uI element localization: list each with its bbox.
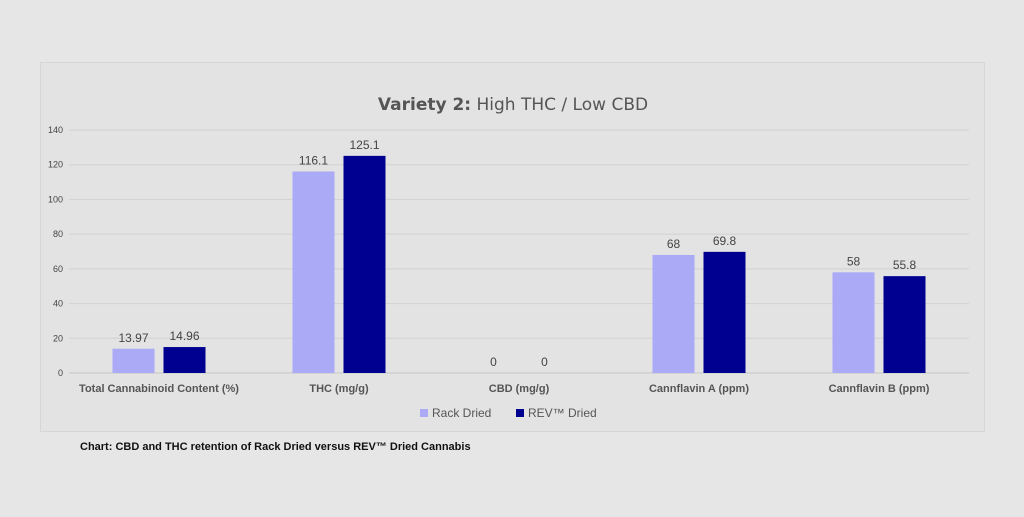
bar-chart: Variety 2: High THC / Low CBD 0 20 40 60 80 10… — [48, 95, 969, 420]
x-category-label-0: Total Cannabinoid Content (%) — [79, 383, 239, 395]
bar-rev-dried-3 — [703, 251, 746, 373]
x-category-label-2: CBD (mg/g) — [489, 383, 550, 395]
legend-swatch-rack-dried — [420, 409, 428, 417]
legend-label-rack-dried: Rack Dried — [432, 406, 491, 420]
data-label-rev-dried-1: 125.1 — [349, 138, 379, 152]
y-tick-label-40: 40 — [53, 299, 63, 309]
y-tick-label-0: 0 — [58, 368, 63, 378]
data-label-rev-dried-0: 14.96 — [169, 329, 199, 343]
y-tick-label-20: 20 — [53, 333, 63, 343]
chart-title-rest: High THC / Low CBD — [471, 95, 648, 115]
data-label-rack-dried-4: 58 — [847, 254, 861, 268]
bar-rev-dried-4 — [883, 276, 926, 373]
x-category-label-4: Cannflavin B (ppm) — [829, 383, 930, 395]
bar-rack-dried-3 — [652, 254, 695, 373]
chart-title: Variety 2: High THC / Low CBD — [378, 95, 648, 115]
data-label-rev-dried-2: 0 — [541, 355, 548, 369]
data-label-rack-dried-1: 116.1 — [299, 153, 328, 167]
chart-title-bold: Variety 2: — [378, 95, 471, 115]
data-label-rack-dried-2: 0 — [490, 355, 497, 369]
bar-rev-dried-0 — [163, 347, 206, 373]
chart-caption: Chart: CBD and THC retention of Rack Dri… — [80, 441, 471, 453]
y-tick-label-60: 60 — [53, 264, 63, 274]
data-label-rack-dried-3: 68 — [667, 237, 681, 251]
bar-rack-dried-1 — [292, 171, 335, 373]
legend-swatch-rev-dried — [516, 409, 524, 417]
data-label-rack-dried-0: 13.97 — [118, 331, 148, 345]
bar-rev-dried-1 — [343, 155, 386, 373]
y-tick-label-100: 100 — [48, 194, 63, 204]
y-tick-label-140: 140 — [48, 125, 63, 135]
x-category-label-1: THC (mg/g) — [309, 383, 369, 395]
bar-rack-dried-4 — [832, 272, 875, 373]
data-label-rev-dried-3: 69.8 — [713, 234, 737, 248]
legend-label-rev-dried: REV™ Dried — [528, 406, 597, 420]
y-tick-label-120: 120 — [48, 160, 63, 170]
bar-rack-dried-0 — [112, 348, 155, 373]
x-category-label-3: Cannflavin A (ppm) — [649, 383, 749, 395]
chart-panel: Variety 2: High THC / Low CBD 0 20 40 60 80 10… — [40, 62, 985, 432]
y-tick-label-80: 80 — [53, 229, 63, 239]
data-label-rev-dried-4: 55.8 — [893, 258, 917, 272]
